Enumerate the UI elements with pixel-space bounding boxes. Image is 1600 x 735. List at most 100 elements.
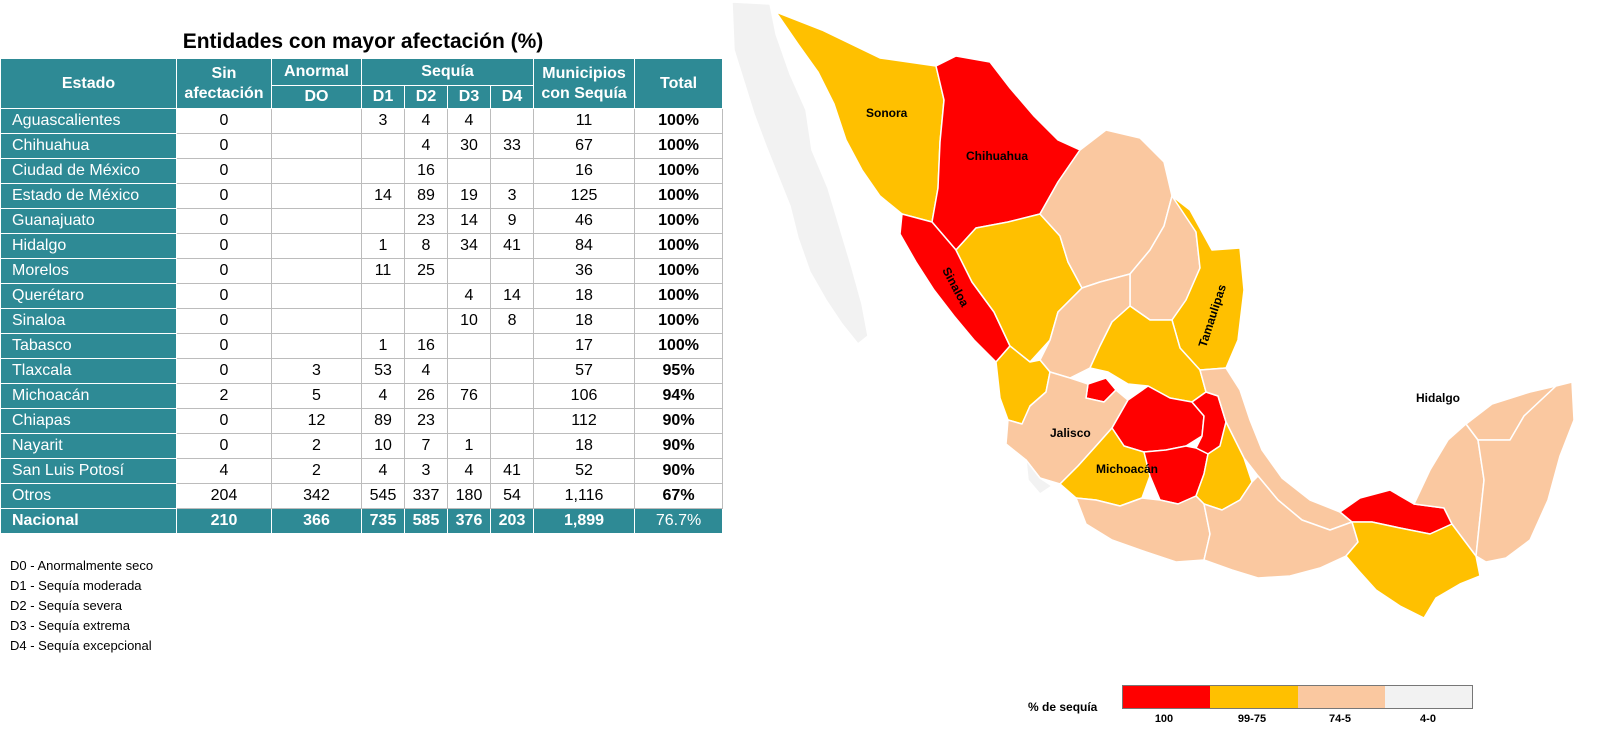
cell-sin-afectacion: 0: [176, 108, 272, 134]
cell-sin-afectacion: 0: [176, 233, 272, 259]
cell-total: 100%: [634, 333, 724, 359]
cell-municipios: 18: [533, 433, 636, 459]
table-row: Nayarit 0 2 10 7 1 18 90%: [0, 433, 724, 459]
cell-d1: 89: [361, 408, 405, 434]
cell-do: [271, 308, 362, 334]
legend-item: D3 - Sequía extrema: [10, 618, 130, 633]
cell-d1: 1: [361, 233, 405, 259]
cell-d2: 7: [404, 433, 448, 459]
cell-d2: 585: [404, 508, 448, 534]
cell-d2: 23: [404, 408, 448, 434]
cell-do: 12: [271, 408, 362, 434]
cell-d1: 4: [361, 458, 405, 484]
drought-category-legend: D0 - Anormalmente seco D1 - Sequía modera…: [10, 556, 153, 656]
mexico-drought-map: Sonora Chihuahua Sinaloa Tamaulipas Jali…: [731, 1, 1575, 619]
cell-d2: 4: [404, 133, 448, 159]
header-total: Total: [634, 58, 724, 109]
cell-d3: [447, 158, 491, 184]
cell-do: 366: [271, 508, 362, 534]
cell-d2: [404, 283, 448, 309]
cell-sin-afectacion: 0: [176, 308, 272, 334]
cell-municipios: 52: [533, 458, 636, 484]
cell-municipios: 46: [533, 208, 636, 234]
map-label-jalisco: Jalisco: [1050, 426, 1091, 440]
table-row: Chiapas 0 12 89 23 112 90%: [0, 408, 724, 434]
cell-estado: Ciudad de México: [0, 158, 177, 184]
map-label-hidalgo: Hidalgo: [1416, 391, 1460, 405]
cell-estado: Nayarit: [0, 433, 177, 459]
table-row: Hidalgo 0 1 8 34 41 84 100%: [0, 233, 724, 259]
cell-estado: Aguascalientes: [0, 108, 177, 134]
scale-label-100: 100: [1154, 713, 1174, 725]
cell-d4: [489, 408, 535, 434]
map-label-michoacan: Michoacán: [1096, 462, 1158, 476]
cell-d2: 16: [404, 333, 448, 359]
cell-do: [271, 283, 362, 309]
cell-d1: 1: [361, 333, 405, 359]
cell-d3: 34: [447, 233, 491, 259]
cell-do: 342: [271, 483, 362, 509]
table-title: Entidades con mayor afectación (%): [182, 30, 544, 53]
scale-title: % de sequía: [1028, 700, 1098, 714]
cell-total: 94%: [634, 383, 724, 409]
cell-municipios: 57: [533, 358, 636, 384]
region-guerrero: [1075, 495, 1211, 563]
cell-sin-afectacion: 210: [176, 508, 272, 534]
scale-swatch-99-75: [1210, 686, 1298, 708]
header-anormal: Anormal: [271, 58, 362, 86]
cell-d1: [361, 308, 405, 334]
cell-municipios: 17: [533, 333, 636, 359]
cell-estado: Sinaloa: [0, 308, 177, 334]
cell-municipios: 18: [533, 283, 636, 309]
table-row: Querétaro 0 4 14 18 100%: [0, 283, 724, 309]
cell-d2: 4: [404, 358, 448, 384]
cell-do: 2: [271, 433, 362, 459]
cell-d1: 11: [361, 258, 405, 284]
cell-sin-afectacion: 0: [176, 358, 272, 384]
table-row: Morelos 0 11 25 36 100%: [0, 258, 724, 284]
scale-label-74-5: 74-5: [1328, 713, 1352, 725]
cell-do: 3: [271, 358, 362, 384]
cell-d4: 203: [489, 508, 535, 534]
cell-total: 100%: [634, 308, 724, 334]
table-row: Tabasco 0 1 16 17 100%: [0, 333, 724, 359]
cell-d1: [361, 158, 405, 184]
cell-municipios: 11: [533, 108, 636, 134]
cell-do: [271, 158, 362, 184]
legend-item: D1 - Sequía moderada: [10, 578, 142, 593]
cell-d1: 4: [361, 383, 405, 409]
cell-sin-afectacion: 2: [176, 383, 272, 409]
scale-swatch-100: [1123, 686, 1211, 708]
cell-sin-afectacion: 0: [176, 133, 272, 159]
cell-d2: 337: [404, 483, 448, 509]
cell-d4: 54: [489, 483, 535, 509]
cell-d3: 4: [447, 283, 491, 309]
cell-d2: 8: [404, 233, 448, 259]
cell-d1: 545: [361, 483, 405, 509]
cell-d3: 14: [447, 208, 491, 234]
cell-estado: Tabasco: [0, 333, 177, 359]
table-body: Aguascalientes 0 3 4 4 11 100% Chihuahua 0 4 30 33 6…: [0, 108, 724, 534]
cell-d4: [489, 433, 535, 459]
header-d3: D3: [447, 85, 491, 109]
cell-estado: Nacional: [0, 508, 177, 534]
cell-estado: Hidalgo: [0, 233, 177, 259]
cell-d4: [489, 158, 535, 184]
cell-municipios: 112: [533, 408, 636, 434]
cell-d4: 3: [489, 183, 535, 209]
cell-sin-afectacion: 0: [176, 258, 272, 284]
cell-do: [271, 133, 362, 159]
table-row: Estado de México 0 14 89 19 3 125 100%: [0, 183, 724, 209]
cell-d3: [447, 408, 491, 434]
cell-total: 100%: [634, 158, 724, 184]
legend-item: D0 - Anormalmente seco: [10, 558, 154, 573]
cell-do: [271, 333, 362, 359]
table-row: Chihuahua 0 4 30 33 67 100%: [0, 133, 724, 159]
cell-do: [271, 233, 362, 259]
scale-swatch-74-5: [1297, 686, 1385, 708]
cell-estado: Tlaxcala: [0, 358, 177, 384]
cell-d3: 180: [447, 483, 491, 509]
cell-d3: 30: [447, 133, 491, 159]
cell-estado: Chiapas: [0, 408, 177, 434]
cell-d4: [489, 358, 535, 384]
